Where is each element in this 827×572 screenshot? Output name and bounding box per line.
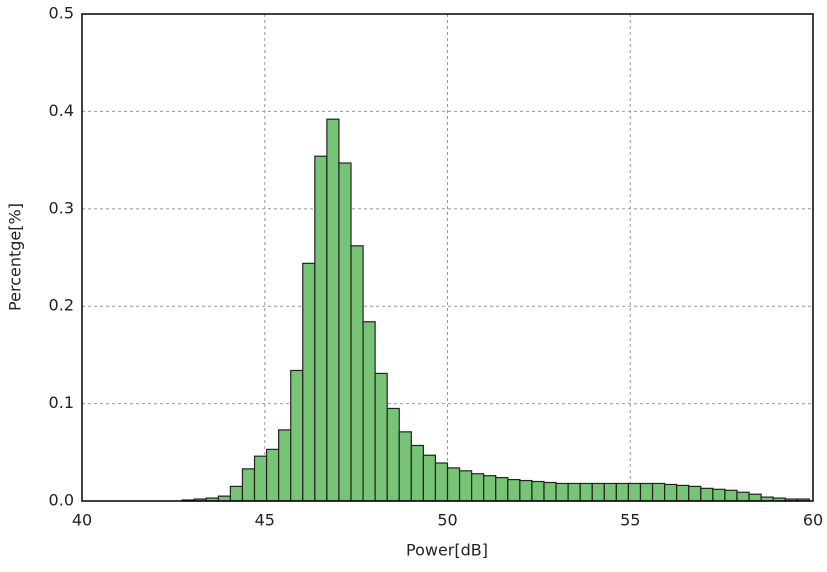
y-tick-label: 0.1 bbox=[49, 393, 74, 412]
bar bbox=[483, 475, 497, 502]
bar bbox=[724, 489, 738, 502]
bar bbox=[627, 482, 642, 502]
bar bbox=[615, 482, 630, 502]
x-tick-label: 45 bbox=[255, 511, 275, 530]
bar bbox=[543, 481, 557, 502]
bar bbox=[603, 482, 617, 502]
bar bbox=[386, 407, 400, 502]
bar bbox=[664, 483, 678, 502]
y-tick-label: 0.2 bbox=[49, 296, 74, 315]
bar bbox=[410, 444, 424, 502]
bar bbox=[676, 484, 690, 502]
plot-frame bbox=[81, 13, 814, 502]
bar bbox=[712, 488, 726, 502]
bar bbox=[507, 478, 521, 502]
bar bbox=[748, 493, 762, 502]
bar bbox=[338, 162, 352, 502]
bar bbox=[314, 155, 328, 502]
x-axis-label: Power[dB] bbox=[406, 541, 488, 560]
bar bbox=[229, 485, 244, 502]
bar bbox=[326, 118, 340, 502]
y-tick-label: 0.3 bbox=[49, 198, 74, 217]
bar bbox=[241, 468, 256, 502]
bar bbox=[495, 477, 509, 502]
y-tick-label: 0.0 bbox=[49, 491, 74, 510]
bar bbox=[531, 480, 545, 502]
bar bbox=[278, 429, 292, 502]
x-tick-label: 50 bbox=[437, 511, 457, 530]
bar bbox=[519, 479, 533, 502]
bar bbox=[555, 482, 569, 502]
bar bbox=[471, 473, 485, 502]
bar bbox=[265, 448, 280, 502]
bar bbox=[458, 470, 473, 502]
x-tick-label: 55 bbox=[620, 511, 640, 530]
x-tick-label: 60 bbox=[803, 511, 823, 530]
bar bbox=[591, 482, 605, 502]
bar bbox=[290, 369, 304, 502]
y-tick-label: 0.5 bbox=[49, 4, 74, 23]
bar bbox=[446, 467, 461, 502]
bar bbox=[302, 262, 316, 502]
x-tick-label: 40 bbox=[72, 511, 92, 530]
bar bbox=[398, 431, 412, 502]
y-axis-label: Percentge[%] bbox=[6, 203, 25, 311]
bar bbox=[567, 482, 581, 502]
bar bbox=[362, 321, 376, 502]
bar bbox=[434, 462, 449, 502]
bar bbox=[651, 482, 666, 502]
bar bbox=[374, 372, 388, 502]
y-tick-label: 0.4 bbox=[49, 101, 74, 120]
bar bbox=[253, 455, 268, 502]
bar bbox=[639, 482, 654, 502]
bar bbox=[422, 454, 437, 502]
bar bbox=[688, 485, 702, 502]
bar bbox=[579, 482, 593, 502]
bar bbox=[736, 491, 750, 502]
bar bbox=[700, 487, 714, 502]
bar bbox=[350, 245, 364, 502]
